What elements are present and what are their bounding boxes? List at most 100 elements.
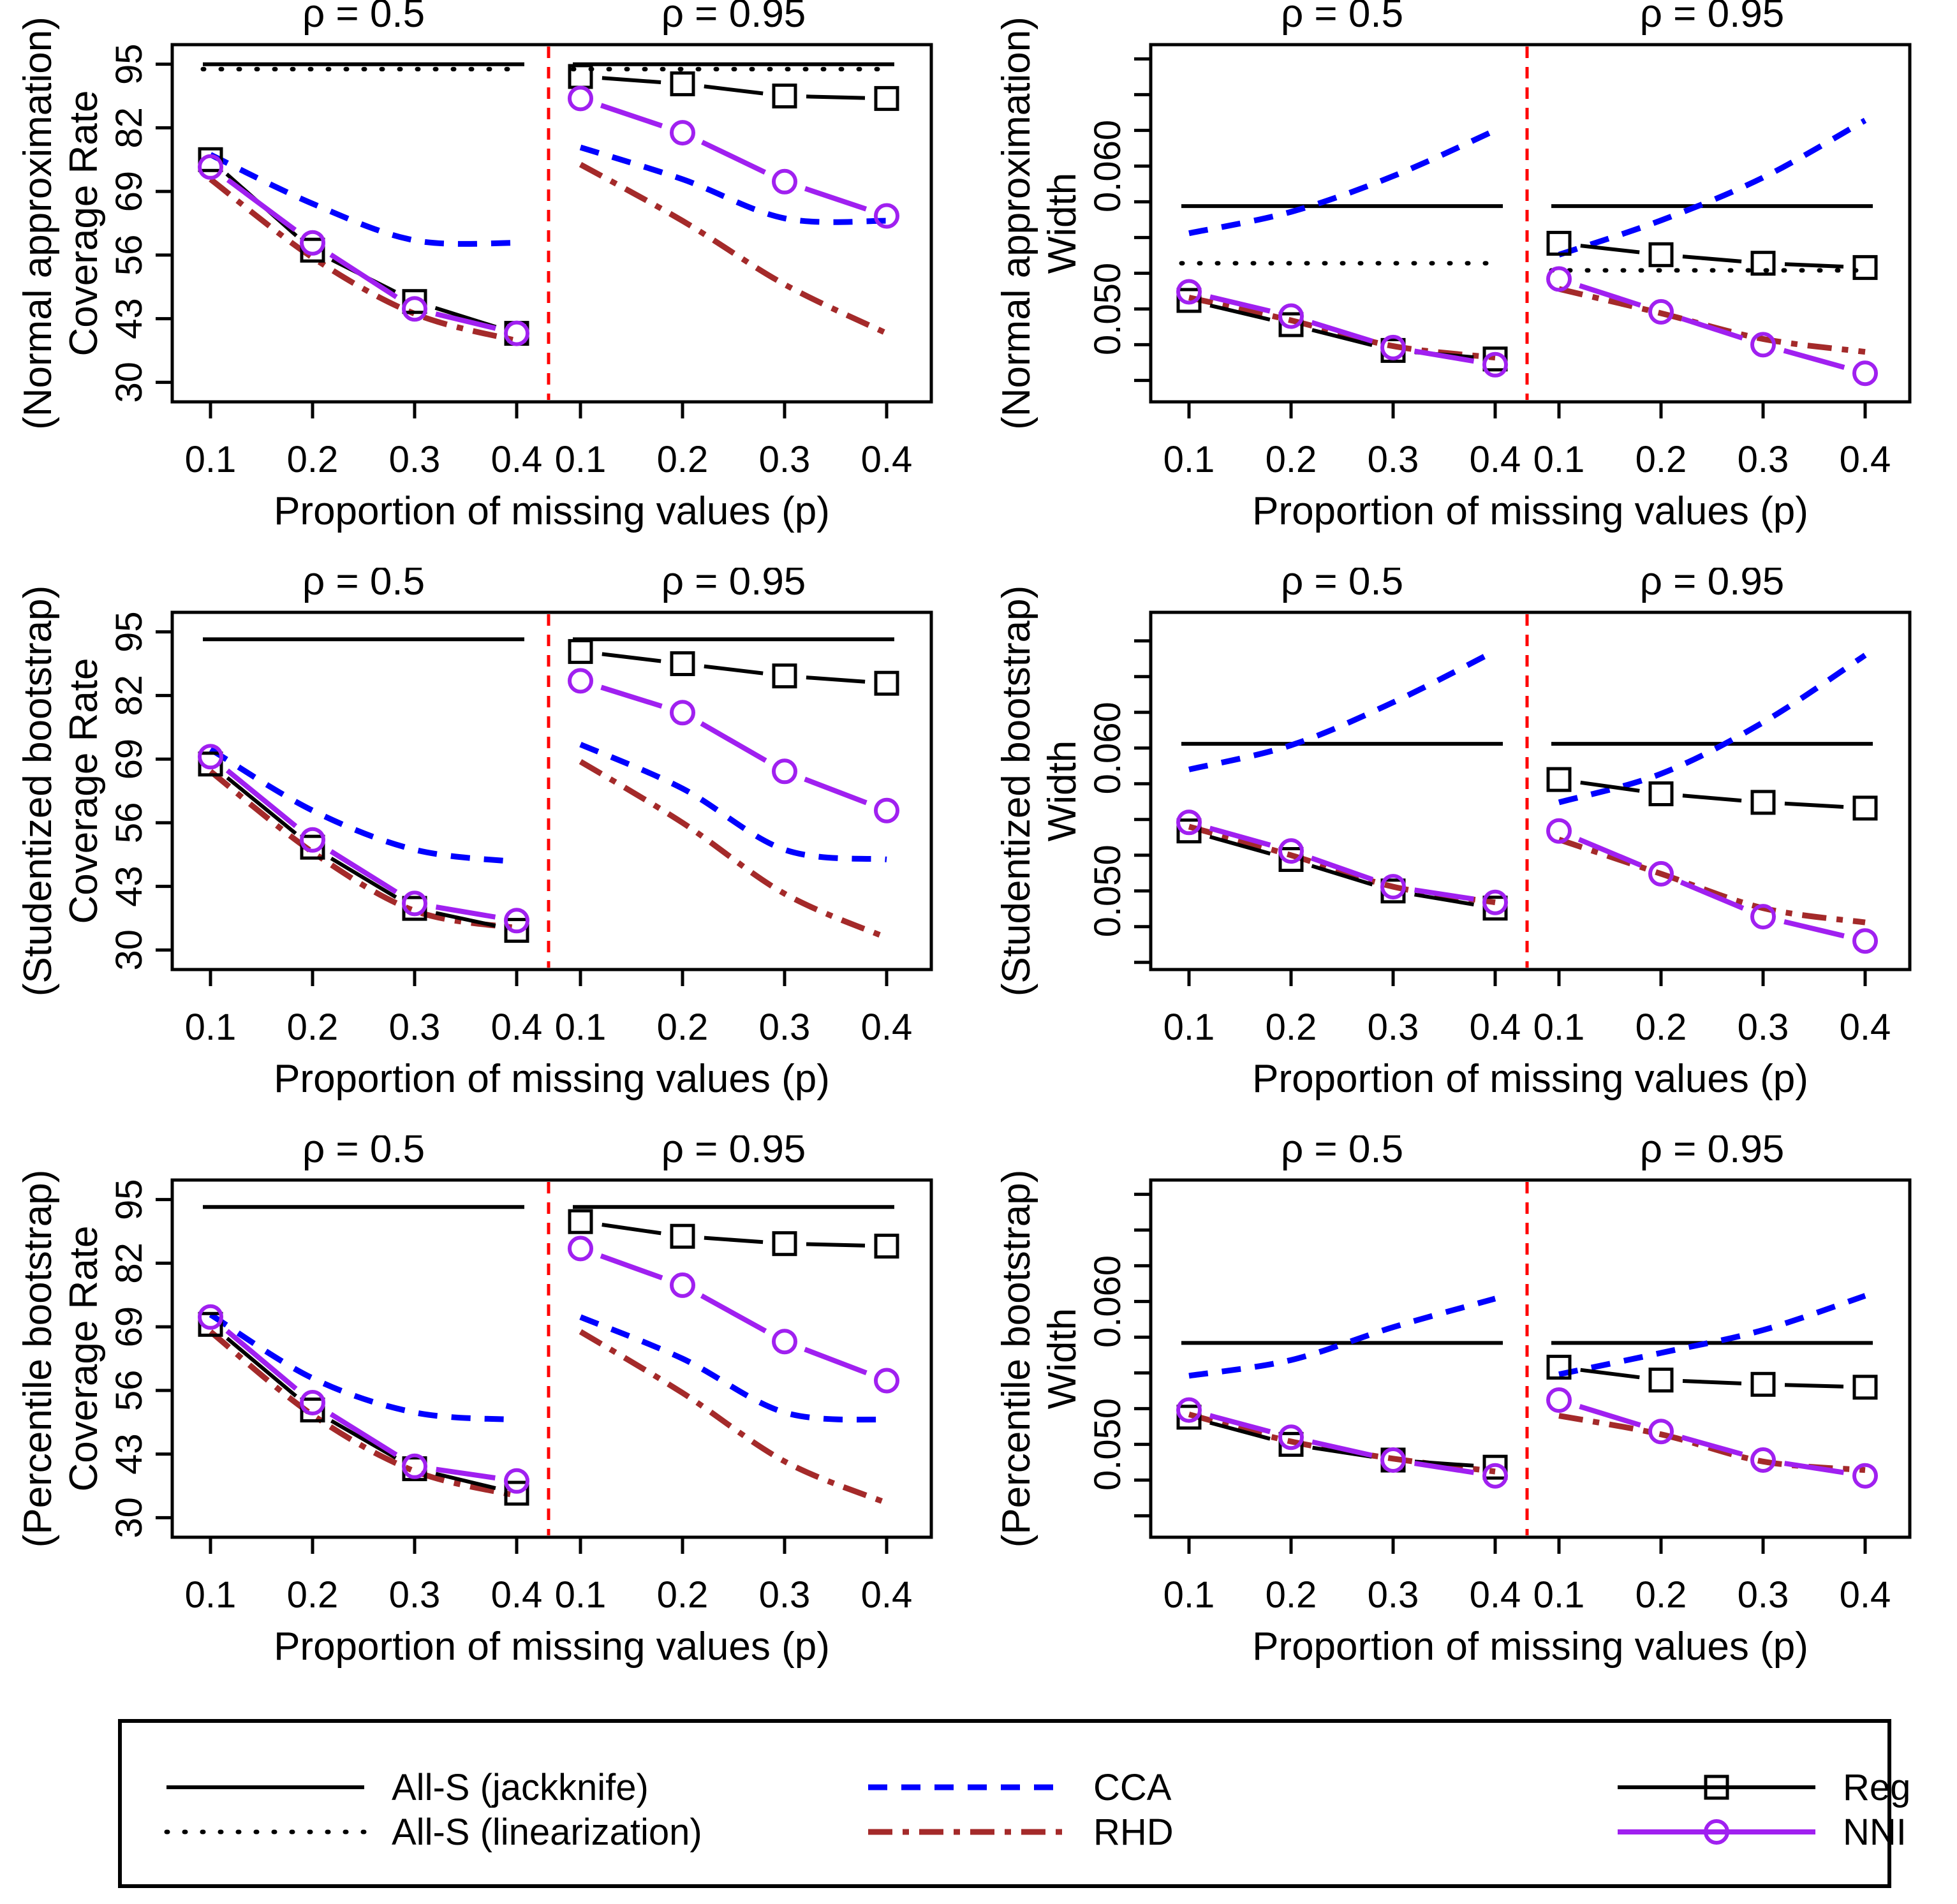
svg-text:0.2: 0.2: [1636, 1574, 1687, 1616]
svg-text:ρ = 0.5: ρ = 0.5: [1281, 0, 1403, 36]
svg-text:0.1: 0.1: [555, 1574, 607, 1616]
svg-text:0.2: 0.2: [287, 1007, 339, 1048]
svg-text:0.1: 0.1: [185, 1007, 237, 1048]
figure-normal-approx-coverage: ρ = 0.5 ρ = 0.95 0.1 0.2 0.3 0.4 0.1 0.2 0.3 0.4 P…: [0, 0, 978, 568]
svg-text:43: 43: [108, 1433, 150, 1475]
svg-text:95: 95: [108, 43, 150, 85]
svg-text:Coverage Rate: Coverage Rate: [62, 1225, 106, 1491]
svg-text:0.2: 0.2: [657, 1574, 709, 1616]
svg-text:ρ = 0.95: ρ = 0.95: [1640, 0, 1785, 36]
figure-studentized-bootstrap-coverage: ρ = 0.5 ρ = 0.95 0.1 0.2 0.3 0.4 0.1 0.2 0.3 0.4 P…: [0, 568, 978, 1135]
svg-text:0.4: 0.4: [1840, 1574, 1891, 1616]
svg-text:30: 30: [108, 362, 150, 403]
series-cca: [209, 144, 887, 247]
svg-text:0.3: 0.3: [759, 1574, 811, 1616]
axes: [156, 1178, 933, 1554]
svg-text:0.2: 0.2: [657, 1007, 709, 1048]
svg-text:Proportion of missing values (: Proportion of missing values (p): [274, 1625, 830, 1669]
chart-percentile-bootstrap-width: ρ = 0.5 ρ = 0.95 0.1 0.2 0.3 0.4 0.1 0.2 0.3 0.4 P…: [994, 1135, 1912, 1669]
svg-text:Proportion of missing values (: Proportion of missing values (p): [1252, 489, 1808, 533]
series-nni: [1176, 266, 1878, 387]
series-nni: [1176, 809, 1878, 954]
svg-text:69: 69: [108, 171, 150, 212]
figure-studentized-bootstrap-width: ρ = 0.5 ρ = 0.95 0.1 0.2 0.3 0.4 0.1 0.2 0.3 0.4 P…: [978, 568, 1957, 1135]
series-nni: [198, 85, 899, 346]
svg-text:56: 56: [108, 235, 150, 276]
svg-text:82: 82: [108, 1243, 150, 1284]
legend-label-rhd: RHD: [1093, 1811, 1174, 1853]
svg-text:(Normal approximation): (Normal approximation): [994, 17, 1038, 430]
svg-text:43: 43: [108, 866, 150, 907]
svg-text:0.1: 0.1: [555, 439, 607, 480]
svg-text:Proportion of missing values (: Proportion of missing values (p): [274, 1057, 830, 1101]
series-cca: [1188, 1293, 1866, 1379]
svg-text:0.1: 0.1: [1163, 439, 1215, 480]
svg-text:0.3: 0.3: [1368, 439, 1419, 480]
svg-text:0.4: 0.4: [491, 1007, 543, 1048]
solid-line-icon: [166, 1785, 364, 1789]
svg-text:0.050: 0.050: [1087, 263, 1128, 355]
svg-text:0.1: 0.1: [1533, 439, 1585, 480]
axes: [156, 43, 933, 418]
legend-entry-rhd: RHD: [865, 1811, 1174, 1853]
svg-text:(Percentile bootstrap): (Percentile bootstrap): [994, 1170, 1038, 1548]
svg-text:0.3: 0.3: [389, 439, 441, 480]
svg-text:0.060: 0.060: [1087, 120, 1128, 212]
svg-text:56: 56: [108, 1370, 150, 1412]
series-rhd: [209, 1329, 888, 1506]
svg-text:0.1: 0.1: [1163, 1574, 1215, 1616]
svg-text:0.3: 0.3: [1738, 439, 1789, 480]
legend-entry-all-s-linearization: All-S (linearization): [163, 1812, 702, 1853]
svg-text:(Percentile bootstrap): (Percentile bootstrap): [16, 1170, 60, 1548]
dashed-line-icon: [868, 1784, 1066, 1790]
svg-text:0.4: 0.4: [1840, 439, 1891, 480]
svg-text:Width: Width: [1040, 741, 1084, 841]
circle-marker-line-icon: [1618, 1819, 1815, 1845]
axes: [1134, 43, 1912, 418]
svg-text:0.060: 0.060: [1087, 702, 1128, 794]
legend-label-all-s-jackknife: All-S (jackknife): [392, 1766, 649, 1808]
dashdot-line-icon: [868, 1829, 1066, 1835]
figure-normal-approx-width: ρ = 0.5 ρ = 0.95 0.1 0.2 0.3 0.4 0.1 0.2 0.3 0.4 P…: [978, 0, 1957, 568]
legend: All-S (jackknife) All-S (linearization) …: [118, 1719, 1910, 1888]
series-cca: [1188, 117, 1867, 258]
svg-text:Width: Width: [1040, 1308, 1084, 1409]
square-marker-line-icon: [1618, 1775, 1815, 1800]
figure-percentile-bootstrap-coverage: ρ = 0.5 ρ = 0.95 0.1 0.2 0.3 0.4 0.1 0.2 0.3 0.4 P…: [0, 1135, 978, 1703]
svg-text:95: 95: [108, 1179, 150, 1220]
svg-text:0.3: 0.3: [1738, 1007, 1789, 1048]
svg-text:0.3: 0.3: [1368, 1574, 1419, 1616]
svg-text:ρ = 0.95: ρ = 0.95: [661, 1135, 806, 1171]
series-rhd: [209, 161, 888, 344]
svg-text:Width: Width: [1040, 173, 1084, 274]
figure-percentile-bootstrap-width: ρ = 0.5 ρ = 0.95 0.1 0.2 0.3 0.4 0.1 0.2 0.3 0.4 P…: [978, 1135, 1957, 1703]
series-nni: [1176, 1387, 1878, 1489]
svg-text:69: 69: [108, 1306, 150, 1348]
svg-text:ρ = 0.95: ρ = 0.95: [1640, 1135, 1785, 1171]
svg-text:ρ = 0.5: ρ = 0.5: [1281, 1135, 1403, 1171]
svg-text:(Normal approximation): (Normal approximation): [16, 17, 60, 430]
svg-text:0.4: 0.4: [1840, 1007, 1891, 1048]
legend-label-reg: Reg: [1843, 1766, 1911, 1808]
svg-text:0.2: 0.2: [287, 1574, 339, 1616]
series-nni: [198, 668, 899, 934]
series-reg: [198, 1209, 899, 1506]
svg-text:82: 82: [108, 107, 150, 149]
svg-text:43: 43: [108, 298, 150, 339]
svg-text:ρ = 0.5: ρ = 0.5: [302, 568, 425, 603]
svg-text:Proportion of missing values (: Proportion of missing values (p): [1252, 1057, 1808, 1101]
legend-entry-all-s-jackknife: All-S (jackknife): [163, 1767, 649, 1808]
svg-text:ρ = 0.5: ρ = 0.5: [302, 1135, 425, 1171]
series-rhd: [1188, 1412, 1866, 1475]
svg-text:56: 56: [108, 802, 150, 844]
svg-text:30: 30: [108, 1497, 150, 1539]
svg-text:0.050: 0.050: [1087, 1398, 1128, 1491]
svg-text:0.4: 0.4: [1470, 1574, 1521, 1616]
svg-text:0.3: 0.3: [389, 1574, 441, 1616]
svg-text:0.3: 0.3: [759, 1007, 811, 1048]
svg-text:95: 95: [108, 611, 150, 653]
series-cca: [209, 741, 887, 865]
svg-text:0.2: 0.2: [657, 439, 709, 480]
legend-entry-nni: NNI: [1614, 1812, 1907, 1853]
svg-text:ρ = 0.95: ρ = 0.95: [661, 0, 806, 36]
